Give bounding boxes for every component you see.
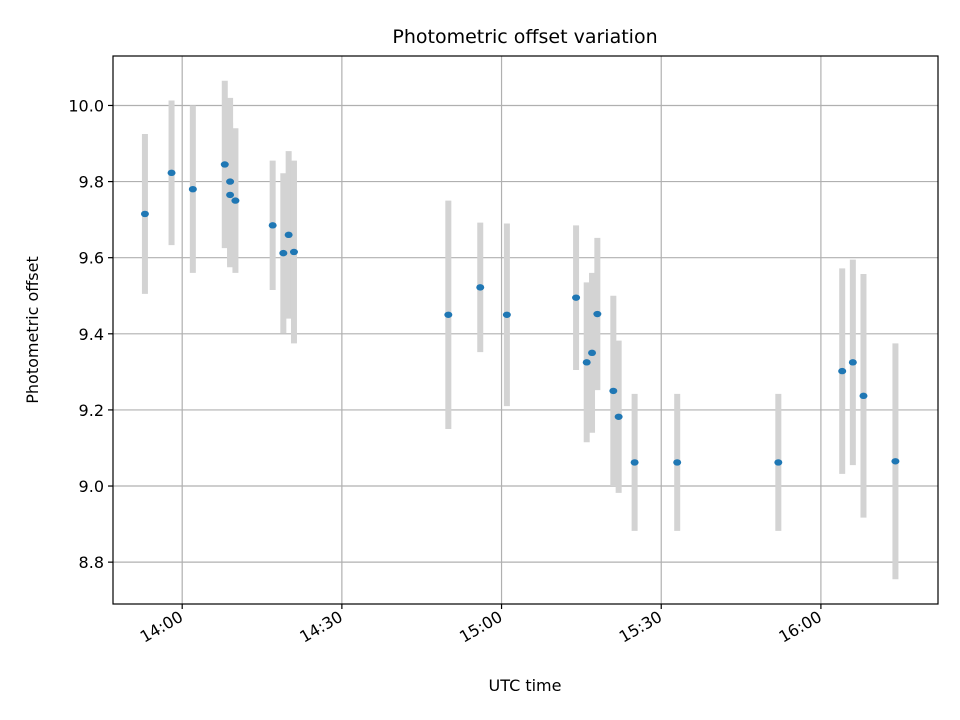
data-point (444, 311, 453, 318)
y-tick-label: 9.2 (79, 401, 104, 420)
data-point (140, 210, 149, 218)
data-point (891, 458, 900, 465)
data-point (859, 392, 868, 400)
data-point (588, 349, 597, 357)
grid (113, 56, 938, 604)
y-axis-ticks: 8.8 9.0 9.2 9.4 9.6 9.8 10.0 (68, 96, 113, 572)
y-tick-label: 9.0 (79, 477, 104, 496)
data-point (572, 294, 581, 301)
data-point (188, 185, 197, 193)
data-point (279, 249, 288, 257)
data-point (289, 248, 298, 256)
data-point (582, 359, 591, 366)
y-tick-label: 9.4 (79, 325, 104, 344)
data-point (838, 367, 847, 375)
x-axis-label: UTC time (489, 676, 562, 695)
y-tick-label: 9.6 (79, 249, 104, 268)
data-point (848, 359, 857, 366)
data-point (476, 284, 485, 291)
data-point (673, 459, 682, 466)
data-point (226, 191, 235, 199)
data-point (284, 231, 293, 239)
data-point (614, 413, 623, 420)
data-point (268, 222, 277, 229)
y-axis-label: Photometric offset (23, 256, 42, 404)
data-point (231, 197, 240, 204)
data-point (226, 178, 235, 185)
data-point (502, 311, 511, 318)
data-point (774, 459, 783, 466)
data-point (630, 459, 639, 466)
data-point (167, 169, 176, 177)
data-point (220, 161, 229, 168)
y-tick-label: 8.8 (79, 553, 104, 572)
y-tick-label: 10.0 (68, 96, 104, 115)
chart-title: Photometric offset variation (392, 26, 657, 48)
data-points (140, 161, 900, 466)
data-point (593, 310, 602, 318)
data-point (609, 387, 618, 395)
plot-frame (112, 55, 939, 605)
y-tick-label: 9.8 (79, 173, 104, 192)
